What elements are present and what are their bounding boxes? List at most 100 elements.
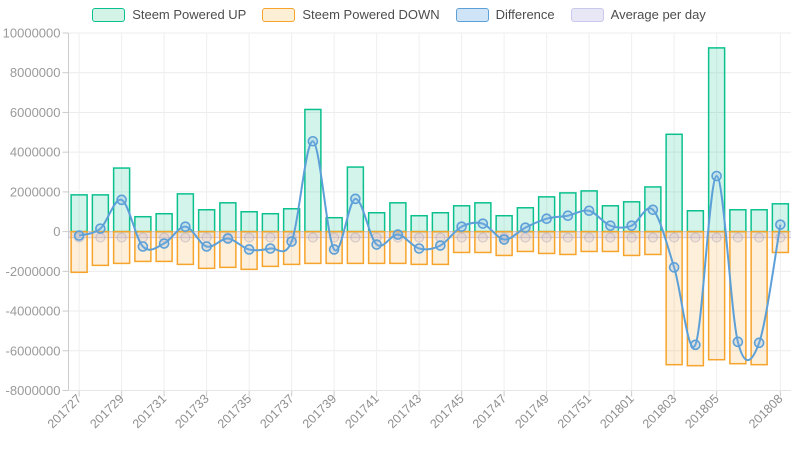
bar-steem-powered-down[interactable] [707,230,726,361]
average-per-day-marker[interactable] [690,232,701,243]
bar-steem-powered-down[interactable] [91,230,110,267]
difference-marker[interactable] [775,219,786,230]
bar-steem-powered-up[interactable] [750,209,768,233]
bar-steem-powered-down[interactable] [155,230,173,263]
bar-steem-powered-up[interactable] [304,108,322,233]
difference-marker[interactable] [73,230,85,241]
difference-marker[interactable] [392,229,404,240]
bar-steem-powered-down[interactable] [686,230,705,367]
difference-marker[interactable] [753,337,765,349]
difference-marker[interactable] [158,238,170,249]
average-per-day-marker[interactable] [520,232,531,243]
average-per-day-marker[interactable] [350,232,361,243]
difference-marker[interactable] [222,233,234,244]
difference-marker[interactable] [137,241,149,252]
bar-steem-powered-up[interactable] [155,212,173,233]
difference-marker[interactable] [711,170,722,182]
difference-marker[interactable] [413,243,425,254]
bar-steem-powered-up[interactable] [665,133,683,233]
average-per-day-marker[interactable] [265,232,276,243]
difference-marker[interactable] [520,222,531,233]
bar-steem-powered-up[interactable] [197,209,216,233]
bar-steem-powered-down[interactable] [112,230,131,265]
bar-steem-powered-down[interactable] [559,230,577,256]
average-per-day-marker[interactable] [307,232,318,243]
bar-steem-powered-down[interactable] [537,230,556,255]
y-tick-label: 6000000 [10,105,61,120]
average-per-day-marker[interactable] [456,232,467,243]
bar-steem-powered-up[interactable] [261,212,280,233]
bar-steem-powered-down[interactable] [346,230,365,265]
difference-marker[interactable] [307,135,319,147]
average-per-day-marker[interactable] [244,232,255,243]
bar-steem-powered-up[interactable] [686,210,705,233]
bar-steem-powered-down[interactable] [622,230,641,257]
bar-steem-powered-up[interactable] [367,211,386,233]
bar-steem-powered-up[interactable] [729,209,747,233]
difference-marker[interactable] [498,234,510,245]
difference-marker[interactable] [243,244,255,255]
bar-steem-powered-down[interactable] [452,230,471,254]
average-per-day-marker[interactable] [626,232,637,243]
bar-steem-powered-down[interactable] [516,230,535,253]
bar-steem-powered-down[interactable] [304,230,322,265]
bar-steem-powered-up[interactable] [134,215,152,233]
difference-marker[interactable] [95,223,106,234]
average-per-day-marker[interactable] [732,232,743,243]
difference-marker[interactable] [541,213,552,225]
difference-marker[interactable] [116,194,127,206]
average-per-day-marker[interactable] [754,232,765,243]
difference-marker[interactable] [328,244,340,255]
bar-steem-powered-down[interactable] [580,230,598,253]
average-per-day-marker[interactable] [541,232,552,243]
bar-steem-powered-down[interactable] [389,230,407,265]
x-tick-label: 201743 [385,392,424,431]
bar-steem-powered-down[interactable] [474,230,492,254]
difference-marker[interactable] [562,210,574,222]
difference-marker[interactable] [668,262,680,273]
difference-marker[interactable] [286,236,297,247]
difference-marker[interactable] [477,218,489,229]
average-per-day-marker[interactable] [562,232,573,243]
difference-marker[interactable] [647,204,659,216]
average-per-day-marker[interactable] [414,232,425,243]
difference-marker[interactable] [690,339,701,351]
difference-marker[interactable] [265,243,276,254]
bar-steem-powered-up[interactable] [219,202,237,233]
average-per-day-marker[interactable] [180,232,191,243]
legend-item-average-per-day[interactable]: Average per day [570,7,706,23]
average-per-day-marker[interactable] [669,232,680,243]
average-per-day-marker[interactable] [711,232,722,243]
bar-steem-powered-up[interactable] [240,211,258,233]
average-per-day-marker[interactable] [584,232,595,243]
difference-marker[interactable] [180,221,191,232]
difference-marker[interactable] [456,221,467,232]
average-per-day-marker[interactable] [435,232,446,243]
difference-marker[interactable] [201,241,212,252]
legend-item-steem-powered-down[interactable]: Steem Powered DOWN [262,7,440,23]
difference-marker[interactable] [626,220,637,231]
bar-steem-powered-up[interactable] [389,202,407,233]
difference-marker[interactable] [435,240,446,251]
bar-steem-powered-up[interactable] [70,194,88,233]
bar-steem-powered-up[interactable] [495,214,513,233]
difference-marker[interactable] [605,220,616,231]
average-per-day-marker[interactable] [477,232,488,243]
difference-marker[interactable] [350,193,361,205]
bar-steem-powered-down[interactable] [729,230,747,365]
bar-steem-powered-down[interactable] [644,230,662,256]
bar-steem-powered-down[interactable] [176,230,195,266]
bar-steem-powered-down[interactable] [197,230,216,270]
average-per-day-marker[interactable] [605,232,616,243]
bar-steem-powered-down[interactable] [771,230,790,254]
difference-marker[interactable] [732,336,744,348]
legend-item-difference[interactable]: Difference [455,7,555,23]
average-per-day-marker[interactable] [647,232,658,243]
legend-item-steem-powered-up[interactable]: Steem Powered UP [92,7,246,23]
bar-steem-powered-down[interactable] [601,230,620,253]
average-per-day-marker[interactable] [116,232,127,243]
difference-marker[interactable] [583,205,595,217]
bar-steem-powered-up[interactable] [410,214,428,233]
bar-steem-powered-up[interactable] [431,211,450,233]
difference-marker[interactable] [371,239,382,250]
